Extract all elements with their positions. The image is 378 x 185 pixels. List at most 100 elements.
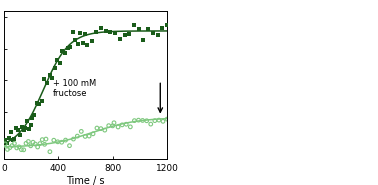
Point — [20, 129, 26, 132]
Point — [32, 143, 38, 146]
Point — [19, 126, 25, 129]
Point — [46, 74, 53, 77]
Point — [98, 127, 104, 130]
Point — [23, 142, 29, 145]
Point — [28, 124, 34, 127]
Point — [112, 31, 118, 34]
X-axis label: Time / s: Time / s — [66, 176, 105, 185]
Point — [24, 120, 30, 122]
Point — [52, 67, 58, 70]
Point — [127, 125, 133, 128]
Point — [94, 127, 100, 130]
Point — [119, 123, 125, 126]
Point — [55, 140, 61, 143]
Point — [115, 125, 121, 128]
Point — [7, 146, 13, 149]
Point — [164, 24, 170, 27]
Point — [17, 133, 23, 136]
Point — [30, 141, 36, 144]
Point — [150, 32, 156, 35]
Point — [51, 139, 57, 142]
Point — [75, 43, 81, 46]
Point — [139, 119, 146, 122]
Point — [90, 132, 96, 135]
Point — [35, 146, 41, 149]
Point — [59, 141, 65, 144]
Point — [42, 143, 48, 146]
Point — [8, 131, 14, 134]
Point — [62, 51, 68, 54]
Point — [25, 140, 31, 143]
Point — [22, 126, 28, 129]
Point — [88, 39, 94, 42]
Point — [5, 148, 11, 151]
Point — [21, 148, 27, 151]
Point — [11, 142, 17, 145]
Point — [2, 142, 8, 145]
Point — [19, 148, 25, 151]
Point — [72, 39, 78, 42]
Point — [54, 59, 60, 62]
Point — [14, 147, 20, 149]
Point — [39, 138, 45, 141]
Point — [144, 119, 150, 122]
Point — [16, 145, 22, 148]
Point — [107, 31, 113, 34]
Point — [156, 119, 162, 122]
Point — [34, 101, 40, 104]
Point — [145, 28, 151, 31]
Point — [4, 142, 10, 144]
Point — [28, 144, 34, 147]
Point — [160, 120, 166, 123]
Point — [11, 137, 17, 140]
Point — [122, 33, 128, 36]
Point — [62, 139, 68, 142]
Point — [70, 138, 76, 141]
Point — [106, 124, 112, 127]
Point — [49, 77, 55, 80]
Point — [31, 114, 37, 117]
Point — [110, 124, 116, 127]
Point — [9, 144, 15, 147]
Point — [6, 136, 12, 139]
Point — [74, 135, 81, 138]
Point — [80, 41, 86, 44]
Point — [26, 128, 32, 131]
Point — [77, 31, 83, 34]
Point — [136, 28, 142, 31]
Point — [82, 135, 88, 138]
Point — [59, 49, 65, 52]
Point — [98, 27, 104, 30]
Point — [141, 39, 147, 42]
Point — [2, 139, 8, 142]
Point — [103, 29, 109, 32]
Point — [93, 30, 99, 33]
Point — [70, 31, 76, 34]
Point — [39, 99, 45, 102]
Point — [84, 44, 90, 47]
Point — [36, 102, 42, 105]
Point — [67, 144, 73, 147]
Point — [13, 126, 19, 129]
Point — [57, 61, 63, 64]
Point — [123, 123, 129, 126]
Point — [82, 33, 88, 36]
Point — [9, 139, 15, 142]
Text: + 100 mM
fructose: + 100 mM fructose — [53, 79, 96, 98]
Point — [78, 130, 84, 133]
Point — [67, 46, 73, 49]
Point — [152, 119, 158, 122]
Point — [111, 121, 117, 124]
Point — [37, 142, 43, 145]
Point — [132, 119, 138, 122]
Point — [117, 38, 123, 41]
Point — [135, 119, 141, 122]
Point — [44, 81, 50, 84]
Point — [131, 24, 137, 27]
Point — [126, 32, 132, 35]
Point — [15, 129, 21, 132]
Point — [102, 129, 108, 132]
Point — [29, 116, 35, 119]
Point — [160, 26, 166, 29]
Point — [155, 33, 161, 36]
